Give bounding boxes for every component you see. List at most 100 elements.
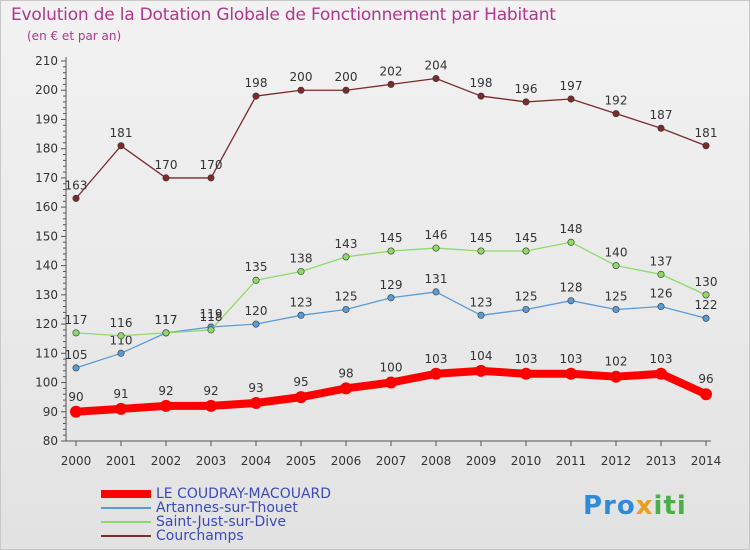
data-label-saint-just-sur-dive: 145: [470, 231, 493, 245]
data-point-le-coudray-macouard: [700, 388, 712, 401]
data-label-courchamps: 196: [515, 82, 538, 96]
data-label-artannes-sur-thouet: 123: [470, 295, 493, 309]
data-point-courchamps: [612, 110, 620, 118]
legend-swatch-saint-just-sur-dive: [101, 521, 151, 523]
data-point-courchamps: [522, 98, 530, 106]
data-point-saint-just-sur-dive: [702, 291, 710, 299]
data-point-artannes-sur-thouet: [117, 349, 125, 357]
data-point-le-coudray-macouard: [205, 399, 217, 412]
data-point-courchamps: [657, 124, 665, 132]
data-point-courchamps: [297, 86, 305, 94]
data-label-le-coudray-macouard: 93: [248, 381, 263, 395]
data-point-saint-just-sur-dive: [297, 267, 305, 275]
data-label-saint-just-sur-dive: 117: [155, 313, 178, 327]
data-point-artannes-sur-thouet: [702, 314, 710, 322]
data-label-le-coudray-macouard: 92: [158, 384, 173, 398]
data-label-le-coudray-macouard: 91: [113, 387, 128, 401]
data-label-courchamps: 181: [110, 126, 133, 140]
data-label-saint-just-sur-dive: 117: [65, 313, 88, 327]
x-tick-label: 2000: [61, 454, 92, 468]
y-tick-label: 130: [35, 288, 58, 302]
data-point-le-coudray-macouard: [385, 376, 397, 389]
data-label-le-coudray-macouard: 96: [698, 372, 713, 386]
data-point-saint-just-sur-dive: [117, 332, 125, 340]
x-tick-label: 2006: [331, 454, 362, 468]
legend-label: Courchamps: [156, 528, 244, 544]
data-label-saint-just-sur-dive: 143: [335, 237, 358, 251]
data-point-saint-just-sur-dive: [342, 253, 350, 261]
data-label-saint-just-sur-dive: 146: [425, 228, 448, 242]
x-tick-label: 2010: [511, 454, 542, 468]
data-point-saint-just-sur-dive: [162, 329, 170, 337]
data-point-courchamps: [207, 174, 215, 182]
data-point-courchamps: [567, 95, 575, 103]
data-point-saint-just-sur-dive: [477, 247, 485, 255]
data-label-courchamps: 163: [65, 178, 88, 192]
data-point-courchamps: [72, 194, 80, 202]
data-label-saint-just-sur-dive: 145: [380, 231, 403, 245]
x-tick-label: 2002: [151, 454, 182, 468]
data-label-saint-just-sur-dive: 148: [560, 222, 583, 236]
y-tick-label: 160: [35, 200, 58, 214]
data-point-artannes-sur-thouet: [567, 297, 575, 305]
data-point-saint-just-sur-dive: [432, 244, 440, 252]
data-point-saint-just-sur-dive: [387, 247, 395, 255]
y-tick-label: 170: [35, 171, 58, 185]
data-label-courchamps: 204: [425, 59, 448, 73]
data-label-artannes-sur-thouet: 122: [695, 298, 718, 312]
data-point-le-coudray-macouard: [340, 382, 352, 395]
legend-label: Saint-Just-sur-Dive: [156, 514, 287, 530]
proxiti-logo: Proxiti: [583, 491, 687, 521]
data-label-artannes-sur-thouet: 128: [560, 281, 583, 295]
data-point-le-coudray-macouard: [250, 397, 262, 409]
logo-part-2: x: [635, 491, 654, 521]
legend-swatch-artannes-sur-thouet: [101, 507, 151, 509]
data-label-courchamps: 170: [155, 158, 178, 172]
data-point-saint-just-sur-dive: [522, 247, 530, 255]
data-point-artannes-sur-thouet: [72, 364, 80, 372]
y-tick-label: 90: [43, 405, 58, 419]
data-label-le-coudray-macouard: 102: [605, 355, 628, 369]
data-label-le-coudray-macouard: 103: [425, 352, 448, 366]
data-label-artannes-sur-thouet: 105: [65, 348, 88, 362]
data-label-saint-just-sur-dive: 137: [650, 254, 673, 268]
chart-subtitle: (en € et par an): [27, 29, 122, 43]
data-point-artannes-sur-thouet: [432, 288, 440, 296]
data-point-artannes-sur-thouet: [612, 305, 620, 313]
data-label-saint-just-sur-dive: 118: [200, 310, 223, 324]
data-label-le-coudray-macouard: 95: [293, 375, 308, 389]
logo-part-3: iti: [653, 491, 687, 521]
data-label-le-coudray-macouard: 104: [470, 349, 493, 363]
data-point-artannes-sur-thouet: [342, 305, 350, 313]
data-label-artannes-sur-thouet: 125: [605, 289, 628, 303]
data-label-saint-just-sur-dive: 140: [605, 246, 628, 260]
data-label-artannes-sur-thouet: 119: [200, 307, 223, 321]
data-label-le-coudray-macouard: 98: [338, 366, 353, 380]
data-point-artannes-sur-thouet: [252, 320, 260, 328]
data-label-courchamps: 200: [290, 70, 313, 84]
legend-swatch-le-coudray-macouard: [101, 490, 151, 498]
data-point-courchamps: [387, 80, 395, 88]
logo-part-1: Pro: [583, 491, 636, 521]
data-point-artannes-sur-thouet: [477, 311, 485, 319]
data-point-courchamps: [477, 92, 485, 100]
y-tick-label: 80: [43, 434, 58, 448]
data-point-courchamps: [342, 86, 350, 94]
y-tick-label: 110: [35, 346, 58, 360]
data-label-courchamps: 187: [650, 108, 673, 122]
y-tick-label: 210: [35, 54, 58, 68]
x-tick-label: 2011: [556, 454, 587, 468]
data-point-courchamps: [117, 142, 125, 150]
data-label-courchamps: 192: [605, 94, 628, 108]
y-tick-label: 190: [35, 112, 58, 126]
data-label-courchamps: 170: [200, 158, 223, 172]
data-label-saint-just-sur-dive: 145: [515, 231, 538, 245]
data-point-le-coudray-macouard: [160, 399, 172, 412]
data-point-saint-just-sur-dive: [252, 276, 260, 284]
data-label-artannes-sur-thouet: 123: [290, 295, 313, 309]
data-label-courchamps: 198: [470, 76, 493, 90]
data-point-artannes-sur-thouet: [657, 303, 665, 311]
y-tick-label: 150: [35, 229, 58, 243]
data-point-courchamps: [432, 75, 440, 83]
